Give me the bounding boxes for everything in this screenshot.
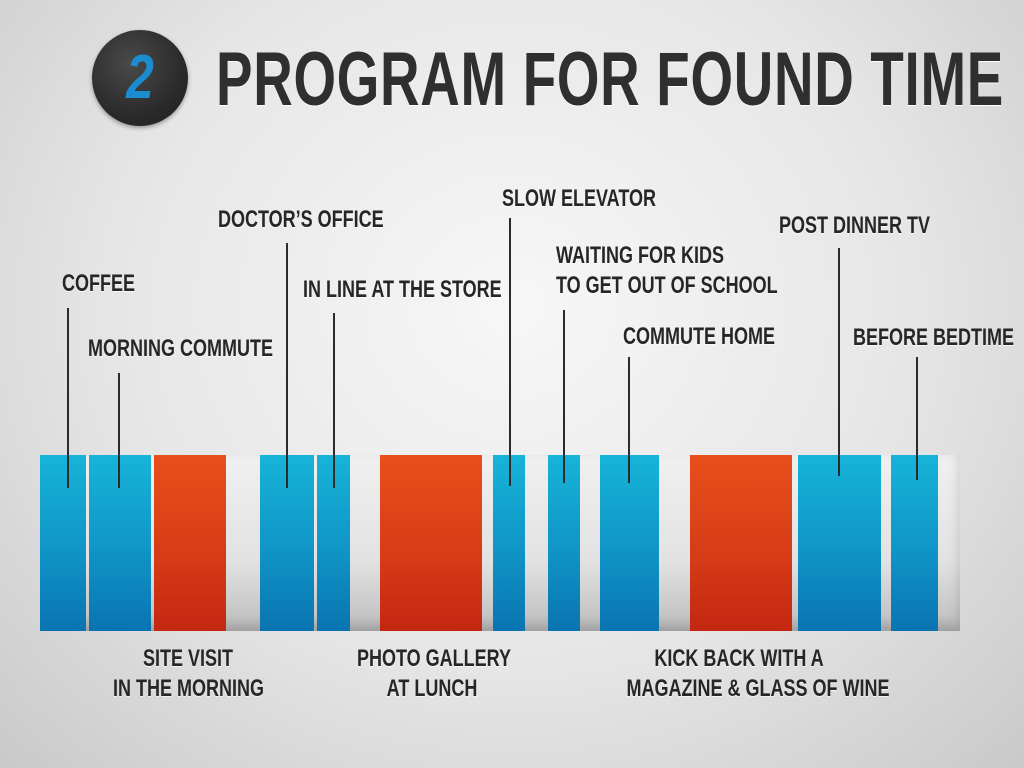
slot-site-visit — [154, 455, 226, 631]
label-site-visit-line2: IN THE MORNING — [113, 675, 264, 702]
label-waiting-kids-line2: TO GET OUT OF SCHOOL — [556, 272, 778, 299]
callout-line-post-dinner-tv — [838, 248, 840, 476]
label-coffee: COFFEE — [62, 270, 136, 297]
callout-line-morning-commute — [118, 373, 120, 488]
label-in-line-store: IN LINE AT THE STORE — [303, 276, 502, 303]
slot-waiting-kids — [548, 455, 580, 631]
step-number: 2 — [126, 43, 154, 112]
label-kick-back-line1: KICK BACK WITH A — [654, 645, 824, 672]
label-before-bedtime: BEFORE BEDTIME — [853, 324, 1015, 351]
callout-line-doctors-office — [286, 243, 288, 488]
callout-line-in-line-store — [333, 313, 335, 488]
slot-commute-home — [600, 455, 659, 631]
label-post-dinner-tv: POST DINNER TV — [779, 212, 931, 239]
callout-line-commute-home — [628, 357, 630, 483]
label-waiting-kids-line1: WAITING FOR KIDS — [556, 242, 724, 269]
callout-line-coffee — [67, 308, 69, 488]
callout-line-waiting-kids — [563, 310, 565, 483]
label-doctors-office: DOCTOR’S OFFICE — [218, 206, 384, 233]
callout-line-before-bedtime — [916, 357, 918, 480]
label-site-visit-line1: SITE VISIT — [142, 645, 234, 672]
page-title: PROGRAM FOR FOUND TIME — [216, 37, 1004, 122]
label-kick-back-line2: MAGAZINE & GLASS OF WINE — [626, 675, 890, 702]
slot-morning-commute — [89, 455, 151, 631]
label-photo-gallery-line2: AT LUNCH — [386, 675, 478, 702]
label-slow-elevator: SLOW ELEVATOR — [502, 185, 657, 212]
slot-before-bedtime — [891, 455, 938, 631]
slot-photo-gallery — [380, 455, 482, 631]
slot-post-dinner-tv — [798, 455, 881, 631]
label-photo-gallery-line1: PHOTO GALLERY — [357, 645, 512, 672]
slot-coffee — [40, 455, 86, 631]
label-commute-home: COMMUTE HOME — [623, 323, 775, 350]
header: 2 PROGRAM FOR FOUND TIME — [92, 30, 1003, 130]
step-number-badge: 2 — [92, 30, 188, 126]
slot-kick-back — [690, 455, 792, 631]
label-morning-commute: MORNING COMMUTE — [88, 335, 273, 362]
callout-line-slow-elevator — [509, 218, 511, 486]
